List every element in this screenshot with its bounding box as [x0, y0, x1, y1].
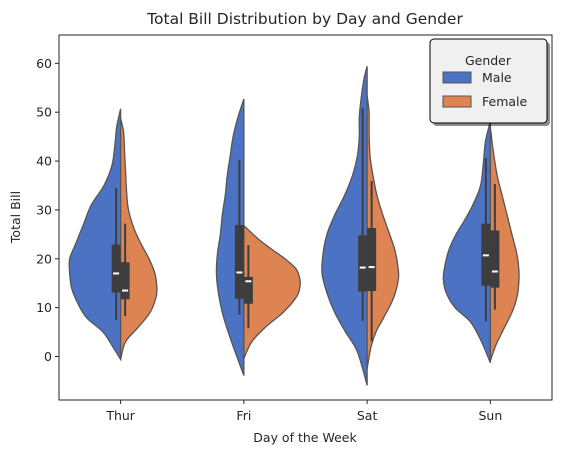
- axes-frame: [58, 34, 553, 401]
- iqr-box-male-fri: [234, 225, 244, 299]
- y-tick-label: 60: [36, 56, 52, 71]
- y-tick-label: 40: [36, 154, 52, 169]
- y-tick-label: 10: [36, 300, 52, 315]
- legend-swatch-male: [442, 71, 472, 84]
- x-axis-label: Day of the Week: [253, 430, 357, 445]
- iqr-box-male-sat: [358, 235, 368, 292]
- y-tick-label: 30: [36, 202, 52, 217]
- x-tick-label: Fri: [236, 408, 251, 423]
- y-tick-label: 0: [44, 349, 52, 364]
- violin-female-sun: [489, 127, 520, 362]
- violins-layer: [68, 66, 520, 386]
- x-tick-label: Thur: [105, 408, 135, 423]
- iqr-box-female-sat: [367, 228, 377, 292]
- violin-male-thur: [68, 108, 122, 362]
- y-axis-label: Total Bill: [8, 191, 23, 244]
- legend-label-male: Male: [482, 70, 512, 85]
- legend: Gender Male Female: [429, 38, 550, 126]
- y-tick-label: 50: [36, 105, 52, 120]
- violin-male-sat: [321, 66, 368, 386]
- violin-male-fri: [215, 98, 245, 376]
- iqr-box-female-thur: [120, 262, 130, 300]
- iqr-box-male-thur: [111, 244, 121, 293]
- violin-female-thur: [119, 118, 158, 360]
- plot-area: [58, 34, 553, 401]
- violin-female-fri: [243, 224, 301, 359]
- chart-title: Total Bill Distribution by Day and Gende…: [146, 10, 463, 28]
- y-axis: 0 10 20 30 40 50 60: [36, 56, 59, 364]
- legend-title: Gender: [465, 53, 512, 68]
- iqr-box-female-fri: [243, 276, 253, 304]
- violin-female-sat: [366, 95, 400, 369]
- x-axis: Thur Fri Sat Sun: [105, 400, 502, 423]
- x-tick-label: Sat: [357, 408, 378, 423]
- iqr-box-female-sun: [490, 230, 500, 288]
- legend-swatch-female: [442, 95, 472, 108]
- violin-male-sun: [442, 120, 492, 364]
- x-tick-label: Sun: [478, 408, 502, 423]
- boxes-layer: [111, 108, 500, 342]
- legend-label-female: Female: [482, 94, 528, 109]
- y-tick-label: 20: [36, 251, 52, 266]
